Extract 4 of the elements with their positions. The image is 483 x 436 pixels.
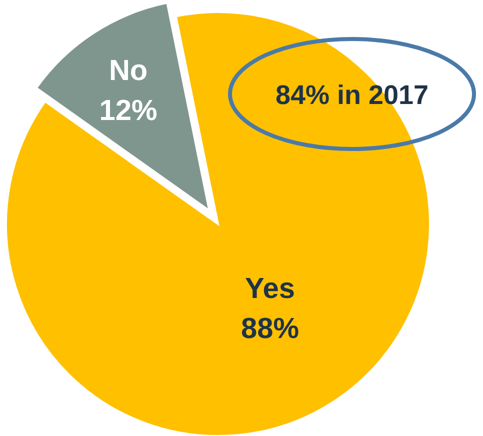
slice-label: Yes: [245, 272, 296, 305]
data-label: 88%: [241, 312, 300, 345]
slice-label: No: [108, 55, 148, 88]
data-label: 12%: [99, 95, 158, 128]
